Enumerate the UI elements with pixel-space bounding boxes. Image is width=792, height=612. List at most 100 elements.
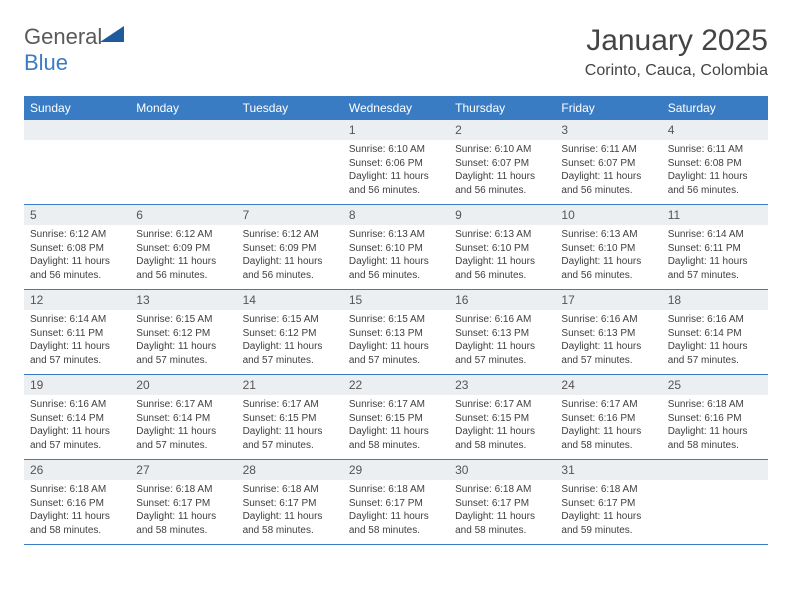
day-body: Sunrise: 6:16 AMSunset: 6:14 PMDaylight:… — [662, 310, 768, 374]
page-title: January 2025 — [585, 24, 768, 58]
logo-text: General Blue — [24, 24, 126, 76]
weekday-header: Sunday — [24, 96, 130, 120]
daylight-line1: Daylight: 11 hours — [455, 425, 549, 439]
day-body: Sunrise: 6:15 AMSunset: 6:13 PMDaylight:… — [343, 310, 449, 374]
day-body: Sunrise: 6:10 AMSunset: 6:07 PMDaylight:… — [449, 140, 555, 204]
calendar-day-cell: 3Sunrise: 6:11 AMSunset: 6:07 PMDaylight… — [555, 120, 661, 205]
day-body: Sunrise: 6:13 AMSunset: 6:10 PMDaylight:… — [555, 225, 661, 289]
daylight-line2: and 58 minutes. — [30, 524, 124, 538]
daylight-line2: and 56 minutes. — [243, 269, 337, 283]
sunrise-text: Sunrise: 6:10 AM — [349, 143, 443, 157]
day-number: 10 — [555, 205, 661, 225]
sunset-text: Sunset: 6:07 PM — [455, 157, 549, 171]
location-subtitle: Corinto, Cauca, Colombia — [585, 62, 768, 80]
weekday-header: Tuesday — [237, 96, 343, 120]
daylight-line2: and 58 minutes. — [455, 439, 549, 453]
sunset-text: Sunset: 6:12 PM — [136, 327, 230, 341]
day-body: Sunrise: 6:18 AMSunset: 6:17 PMDaylight:… — [237, 480, 343, 544]
day-number: 2 — [449, 120, 555, 140]
weekday-header: Monday — [130, 96, 236, 120]
header: General Blue January 2025 Corinto, Cauca… — [24, 24, 768, 80]
daylight-line1: Daylight: 11 hours — [455, 340, 549, 354]
calendar-day-cell: 11Sunrise: 6:14 AMSunset: 6:11 PMDayligh… — [662, 205, 768, 290]
weekday-header-row: SundayMondayTuesdayWednesdayThursdayFrid… — [24, 96, 768, 120]
sunrise-text: Sunrise: 6:18 AM — [349, 483, 443, 497]
calendar-day-cell: 26Sunrise: 6:18 AMSunset: 6:16 PMDayligh… — [24, 460, 130, 545]
daylight-line2: and 58 minutes. — [668, 439, 762, 453]
sunrise-text: Sunrise: 6:14 AM — [668, 228, 762, 242]
day-number: 11 — [662, 205, 768, 225]
daylight-line2: and 57 minutes. — [349, 354, 443, 368]
calendar-day-cell: 7Sunrise: 6:12 AMSunset: 6:09 PMDaylight… — [237, 205, 343, 290]
sunrise-text: Sunrise: 6:13 AM — [349, 228, 443, 242]
daylight-line1: Daylight: 11 hours — [349, 425, 443, 439]
daylight-line1: Daylight: 11 hours — [455, 510, 549, 524]
daylight-line2: and 57 minutes. — [668, 269, 762, 283]
day-number: 22 — [343, 375, 449, 395]
sunrise-text: Sunrise: 6:18 AM — [668, 398, 762, 412]
calendar-day-cell: 9Sunrise: 6:13 AMSunset: 6:10 PMDaylight… — [449, 205, 555, 290]
daylight-line2: and 57 minutes. — [455, 354, 549, 368]
calendar-day-cell: 15Sunrise: 6:15 AMSunset: 6:13 PMDayligh… — [343, 290, 449, 375]
sunrise-text: Sunrise: 6:18 AM — [243, 483, 337, 497]
calendar-week-row: 5Sunrise: 6:12 AMSunset: 6:08 PMDaylight… — [24, 205, 768, 290]
calendar-day-cell — [24, 120, 130, 205]
weekday-header: Thursday — [449, 96, 555, 120]
daylight-line1: Daylight: 11 hours — [349, 340, 443, 354]
day-body: Sunrise: 6:17 AMSunset: 6:15 PMDaylight:… — [237, 395, 343, 459]
sunrise-text: Sunrise: 6:17 AM — [561, 398, 655, 412]
calendar-day-cell: 30Sunrise: 6:18 AMSunset: 6:17 PMDayligh… — [449, 460, 555, 545]
sunset-text: Sunset: 6:13 PM — [349, 327, 443, 341]
calendar-day-cell: 10Sunrise: 6:13 AMSunset: 6:10 PMDayligh… — [555, 205, 661, 290]
calendar-week-row: 12Sunrise: 6:14 AMSunset: 6:11 PMDayligh… — [24, 290, 768, 375]
day-number: 7 — [237, 205, 343, 225]
calendar-day-cell: 27Sunrise: 6:18 AMSunset: 6:17 PMDayligh… — [130, 460, 236, 545]
day-number: 29 — [343, 460, 449, 480]
day-number — [130, 120, 236, 140]
calendar-day-cell: 5Sunrise: 6:12 AMSunset: 6:08 PMDaylight… — [24, 205, 130, 290]
sunset-text: Sunset: 6:12 PM — [243, 327, 337, 341]
day-body: Sunrise: 6:11 AMSunset: 6:07 PMDaylight:… — [555, 140, 661, 204]
calendar-day-cell: 16Sunrise: 6:16 AMSunset: 6:13 PMDayligh… — [449, 290, 555, 375]
daylight-line2: and 59 minutes. — [561, 524, 655, 538]
daylight-line1: Daylight: 11 hours — [561, 510, 655, 524]
sunrise-text: Sunrise: 6:16 AM — [30, 398, 124, 412]
daylight-line1: Daylight: 11 hours — [243, 425, 337, 439]
calendar-day-cell: 20Sunrise: 6:17 AMSunset: 6:14 PMDayligh… — [130, 375, 236, 460]
day-number: 18 — [662, 290, 768, 310]
calendar-day-cell: 24Sunrise: 6:17 AMSunset: 6:16 PMDayligh… — [555, 375, 661, 460]
daylight-line2: and 56 minutes. — [561, 184, 655, 198]
day-number: 15 — [343, 290, 449, 310]
day-body: Sunrise: 6:14 AMSunset: 6:11 PMDaylight:… — [662, 225, 768, 289]
day-number: 3 — [555, 120, 661, 140]
day-number: 25 — [662, 375, 768, 395]
day-body — [24, 140, 130, 202]
daylight-line2: and 58 minutes. — [243, 524, 337, 538]
logo: General Blue — [24, 24, 126, 76]
sunrise-text: Sunrise: 6:11 AM — [668, 143, 762, 157]
daylight-line2: and 57 minutes. — [30, 354, 124, 368]
daylight-line1: Daylight: 11 hours — [561, 340, 655, 354]
day-number: 31 — [555, 460, 661, 480]
sunrise-text: Sunrise: 6:15 AM — [349, 313, 443, 327]
calendar-day-cell: 21Sunrise: 6:17 AMSunset: 6:15 PMDayligh… — [237, 375, 343, 460]
day-number: 14 — [237, 290, 343, 310]
daylight-line1: Daylight: 11 hours — [561, 170, 655, 184]
sunrise-text: Sunrise: 6:16 AM — [455, 313, 549, 327]
day-body: Sunrise: 6:15 AMSunset: 6:12 PMDaylight:… — [237, 310, 343, 374]
calendar-day-cell: 17Sunrise: 6:16 AMSunset: 6:13 PMDayligh… — [555, 290, 661, 375]
daylight-line1: Daylight: 11 hours — [455, 255, 549, 269]
day-body — [130, 140, 236, 202]
sunset-text: Sunset: 6:17 PM — [243, 497, 337, 511]
sunrise-text: Sunrise: 6:11 AM — [561, 143, 655, 157]
sunset-text: Sunset: 6:13 PM — [561, 327, 655, 341]
calendar-day-cell: 25Sunrise: 6:18 AMSunset: 6:16 PMDayligh… — [662, 375, 768, 460]
day-number: 1 — [343, 120, 449, 140]
day-number: 8 — [343, 205, 449, 225]
logo-word2: Blue — [24, 50, 68, 75]
calendar-day-cell — [237, 120, 343, 205]
calendar-week-row: 26Sunrise: 6:18 AMSunset: 6:16 PMDayligh… — [24, 460, 768, 545]
daylight-line1: Daylight: 11 hours — [668, 255, 762, 269]
sunset-text: Sunset: 6:10 PM — [349, 242, 443, 256]
day-body: Sunrise: 6:18 AMSunset: 6:17 PMDaylight:… — [555, 480, 661, 544]
